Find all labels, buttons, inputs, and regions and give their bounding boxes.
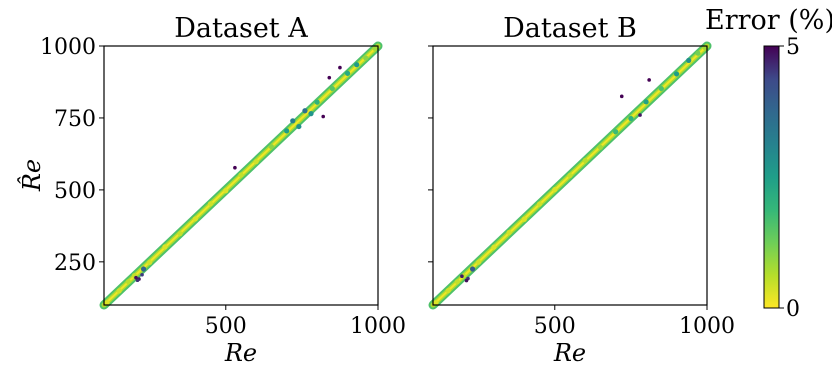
data-point (476, 259, 482, 265)
data-point (344, 70, 351, 76)
y-tick-label: 1000 (40, 35, 96, 60)
data-point (290, 118, 296, 124)
y-tick-label: 500 (54, 179, 96, 204)
data-point (686, 57, 692, 63)
panel-dataset-a: Dataset A 500 1000 250 500 750 1000 Re R̂e (18, 13, 406, 367)
data-point (192, 216, 198, 222)
data-point (223, 188, 229, 194)
data-point (445, 288, 451, 294)
data-point (597, 144, 604, 150)
data-points (433, 45, 709, 306)
data-point (464, 278, 469, 283)
colorbar-gradient (763, 45, 780, 309)
data-point (233, 165, 237, 170)
x-tick-label: 1000 (350, 314, 406, 339)
data-point (327, 75, 332, 80)
data-point (296, 123, 302, 130)
data-point (658, 85, 664, 92)
x-tick-label: 1000 (679, 314, 735, 339)
data-point (491, 244, 497, 250)
data-point (125, 279, 131, 285)
data-point (536, 201, 543, 207)
data-point (643, 99, 649, 105)
data-point (284, 128, 290, 134)
data-point (695, 50, 701, 56)
x-ticks: 500 1000 (534, 305, 735, 339)
data-point (552, 187, 558, 193)
data-point (433, 300, 439, 306)
plot-frame (432, 45, 708, 306)
y-ticks: 250 500 750 1000 (40, 35, 104, 276)
data-point (302, 108, 308, 114)
data-point (454, 279, 460, 285)
data-point (104, 300, 110, 306)
data-point (140, 266, 147, 272)
data-point (567, 172, 573, 179)
data-point (268, 144, 275, 150)
chart-title: Dataset A (174, 13, 308, 44)
plot-frame (103, 45, 379, 306)
data-point (638, 113, 642, 117)
data-point (162, 244, 168, 250)
colorbar-title: Error (%) (705, 5, 832, 36)
data-point (140, 272, 144, 277)
data-point (506, 229, 512, 236)
data-point (338, 65, 342, 70)
data-point (582, 157, 588, 164)
data-point (308, 111, 314, 117)
data-point (647, 78, 651, 82)
x-ticks: 500 1000 (205, 305, 406, 339)
data-point (253, 159, 259, 165)
data-point (314, 99, 320, 105)
data-point (177, 231, 183, 237)
x-axis-label: Re (553, 339, 586, 367)
data-point (363, 55, 369, 61)
data-point (147, 259, 153, 266)
data-point (135, 278, 140, 283)
y-ticks (428, 45, 433, 263)
data-point (116, 288, 122, 294)
chart-title: Dataset B (503, 13, 637, 44)
data-point (238, 172, 244, 178)
colorbar-max-label: 5 (786, 35, 800, 60)
data-point (469, 266, 476, 272)
panel-dataset-b: Dataset B 500 1000 Re (428, 13, 735, 367)
data-points (104, 45, 378, 306)
colorbar: Error (%) 5 0 (705, 5, 832, 322)
y-tick-label: 750 (54, 107, 96, 132)
x-tick-label: 500 (534, 314, 576, 339)
data-point (619, 94, 624, 99)
x-axis-label: Re (224, 339, 257, 367)
data-point (329, 85, 335, 92)
data-point (134, 275, 138, 280)
data-point (613, 129, 619, 135)
data-point (372, 45, 378, 51)
data-point (354, 62, 360, 68)
data-point (321, 114, 326, 119)
y-axis-label: R̂e (18, 159, 46, 192)
data-point (207, 201, 214, 207)
y-tick-label: 250 (54, 251, 96, 276)
x-tick-label: 500 (205, 314, 247, 339)
colorbar-min-label: 0 (786, 297, 800, 322)
data-point (628, 115, 634, 122)
data-point (521, 216, 527, 222)
data-point (460, 274, 464, 279)
data-point (673, 71, 680, 77)
